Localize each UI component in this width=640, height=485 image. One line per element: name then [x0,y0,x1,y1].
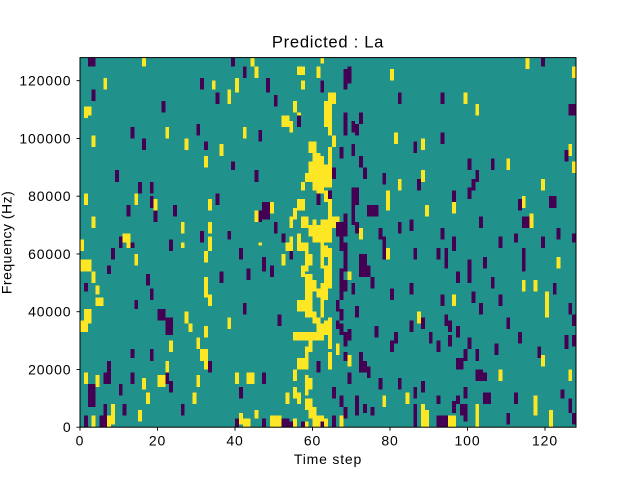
svg-text:100: 100 [454,433,480,449]
svg-text:40: 40 [226,433,243,449]
svg-text:20: 20 [149,433,166,449]
svg-text:Predicted : La: Predicted : La [272,33,384,52]
svg-text:20000: 20000 [28,361,71,377]
svg-text:100000: 100000 [19,130,71,146]
svg-text:40000: 40000 [28,304,71,320]
svg-text:60: 60 [304,433,321,449]
svg-text:80000: 80000 [28,188,71,204]
svg-text:80: 80 [381,433,398,449]
svg-text:0: 0 [63,419,72,435]
svg-text:120: 120 [532,433,558,449]
svg-text:60000: 60000 [28,246,71,262]
svg-text:120000: 120000 [19,73,71,89]
svg-text:Time step: Time step [294,451,362,467]
svg-text:Frequency (Hz): Frequency (Hz) [0,191,15,294]
svg-text:0: 0 [76,433,85,449]
